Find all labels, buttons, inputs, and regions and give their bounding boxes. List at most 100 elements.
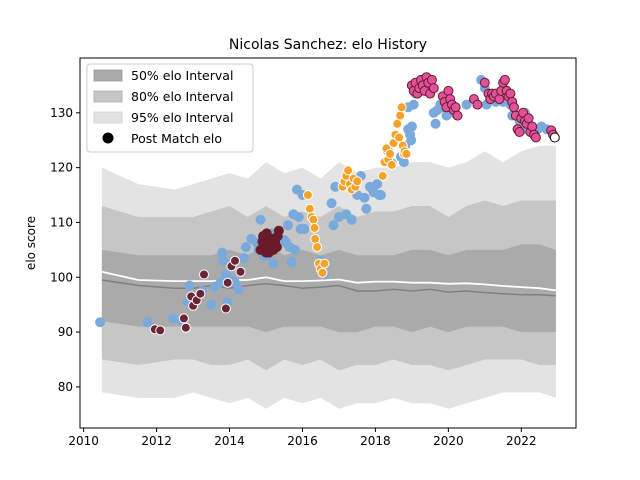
elo-point	[302, 190, 313, 200]
x-tick-label: 2010	[68, 434, 99, 448]
elo-point	[401, 148, 412, 159]
elo-point	[218, 255, 228, 266]
elo-point	[499, 74, 510, 85]
elo-point	[450, 102, 461, 113]
elo-point	[304, 203, 315, 214]
elo-point	[523, 113, 534, 124]
elo-point	[308, 214, 319, 225]
elo-point	[309, 222, 320, 233]
elo-point	[430, 118, 441, 129]
x-tick-label: 2022	[506, 434, 537, 448]
elo-point	[396, 102, 407, 113]
elo-point	[386, 159, 397, 170]
plot-frame	[79, 57, 577, 429]
legend-label-50: 50% elo Interval	[131, 68, 233, 83]
elo-point	[359, 192, 370, 203]
elo-point	[312, 242, 323, 253]
legend-marker-post-match	[102, 132, 114, 144]
elo-point	[352, 176, 363, 187]
interval-bands	[101, 145, 557, 409]
elo-point	[392, 118, 403, 129]
elo-point	[271, 242, 282, 253]
elo-point	[361, 203, 372, 214]
elo-point	[375, 190, 386, 200]
elo-point	[408, 99, 419, 110]
elo-point	[377, 170, 388, 181]
elo-point	[527, 121, 538, 132]
legend: 50% elo Interval 80% elo Interval 95% el…	[86, 63, 254, 153]
elo-point	[239, 253, 250, 264]
elo-point	[255, 214, 266, 225]
elo-point	[385, 148, 395, 159]
y-tick-label: 130	[50, 106, 73, 120]
elo-point	[220, 303, 231, 314]
elo-point	[428, 83, 439, 94]
elo-point	[452, 110, 463, 121]
elo-point	[319, 258, 330, 269]
band-50	[101, 244, 556, 333]
elo-point	[406, 135, 417, 146]
y-tick-label: 90	[58, 325, 73, 339]
elo-point	[206, 299, 217, 310]
elo-point	[326, 198, 337, 209]
x-tick-label: 2018	[360, 434, 391, 448]
y-tick-label: 80	[58, 380, 73, 394]
elo-point	[530, 132, 541, 143]
elo-point	[230, 255, 240, 266]
elo-point	[235, 266, 246, 277]
elo-point	[461, 99, 472, 110]
y-axis: 80 90 100 110 120 130	[50, 106, 80, 394]
elo-point	[317, 267, 328, 278]
elo-point	[479, 77, 490, 88]
elo-point	[222, 277, 233, 288]
elo-point	[394, 132, 405, 143]
legend-label-post-match: Post Match elo	[131, 131, 222, 146]
y-tick-label: 100	[50, 270, 73, 284]
mean-line	[101, 270, 557, 292]
elo-point	[233, 284, 244, 295]
elo-point	[95, 317, 106, 328]
y-tick-label: 110	[50, 215, 73, 229]
elo-point	[199, 269, 209, 280]
elo-point	[343, 165, 354, 176]
elo-point	[494, 94, 505, 105]
chart-title: Nicolas Sanchez: elo History	[229, 37, 427, 53]
elo-point	[240, 242, 251, 253]
elo-point	[268, 258, 279, 269]
legend-swatch-80	[93, 90, 123, 103]
x-tick-label: 2016	[287, 434, 318, 448]
x-tick-label: 2014	[214, 434, 245, 448]
median-line	[101, 279, 556, 297]
elo-point	[346, 214, 357, 225]
elo-point	[398, 157, 409, 168]
elo-point	[426, 74, 437, 85]
elo-point	[273, 225, 284, 236]
elo-point	[549, 132, 560, 143]
y-tick-label: 120	[50, 161, 73, 175]
elo-point	[195, 288, 206, 299]
x-axis: 2010 2012 2014 2016 2018 2020 2022	[68, 428, 537, 448]
legend-label-95: 95% elo Interval	[131, 110, 233, 125]
x-tick-label: 2012	[141, 434, 172, 448]
elo-point	[505, 88, 516, 99]
elo-point	[168, 313, 178, 324]
elo-point	[509, 102, 519, 113]
legend-swatch-50	[93, 69, 123, 82]
elo-point	[142, 317, 153, 328]
legend-frame	[86, 63, 254, 153]
elo-point	[286, 256, 297, 267]
elo-point	[514, 127, 525, 137]
elo-point	[443, 85, 454, 96]
legend-label-80: 80% elo Interval	[131, 89, 233, 104]
elo-point	[293, 212, 304, 222]
elo-points	[95, 72, 560, 336]
elo-point	[472, 99, 483, 110]
elo-point	[310, 233, 321, 244]
elo-point	[406, 121, 417, 132]
legend-swatch-95	[93, 111, 123, 124]
elo-point	[180, 322, 191, 333]
elo-point	[290, 244, 301, 255]
elo-point	[184, 280, 195, 291]
x-tick-label: 2020	[433, 434, 464, 448]
